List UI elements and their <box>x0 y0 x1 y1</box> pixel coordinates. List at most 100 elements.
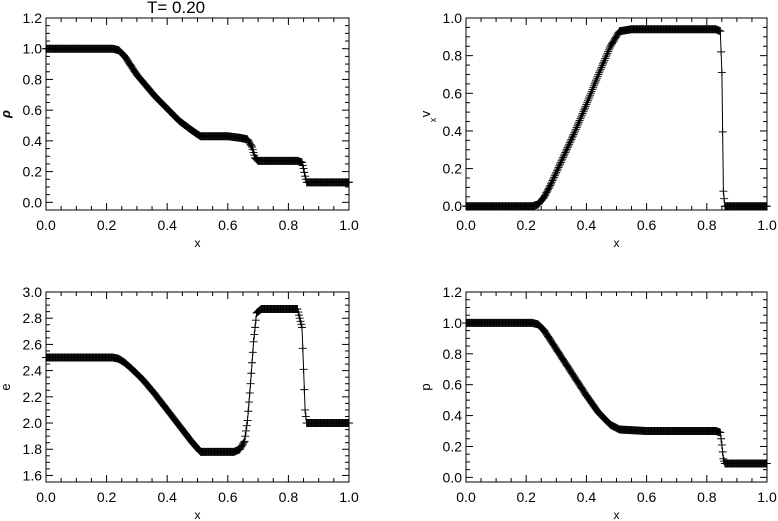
data-point <box>574 118 583 127</box>
y-tick-label: 0.4 <box>443 123 463 139</box>
x-axis-label: x <box>195 508 201 521</box>
y-tick-label: 0.6 <box>443 377 463 393</box>
data-point <box>558 155 567 164</box>
data-point <box>718 127 727 136</box>
data-point <box>597 63 606 72</box>
data-point <box>602 51 611 60</box>
plot-frame <box>45 291 350 483</box>
data-point <box>562 146 571 155</box>
data-point <box>298 344 307 353</box>
data-point <box>599 58 608 67</box>
data-point <box>553 166 562 175</box>
data-point <box>559 151 568 160</box>
x-tick-label: 0.0 <box>36 489 56 505</box>
y-tick-label: 2.0 <box>23 415 43 431</box>
data-point <box>592 74 601 83</box>
data-point <box>245 388 254 397</box>
data-point <box>555 161 564 170</box>
x-tick-label: 1.0 <box>757 217 777 233</box>
data-point <box>246 379 255 388</box>
data-point <box>301 412 310 421</box>
y-tick-label: 0.2 <box>443 438 463 454</box>
data-point <box>603 49 612 58</box>
data-point <box>578 109 587 118</box>
x-axis-label: x <box>195 236 201 250</box>
data-point <box>251 316 260 325</box>
data-point <box>244 407 253 416</box>
x-tick-label: 0.6 <box>218 489 238 505</box>
y-tick-label: 0.6 <box>443 85 463 101</box>
data-point <box>567 135 576 144</box>
y-tick-label: 0.8 <box>23 71 43 87</box>
x-tick-label: 0.8 <box>279 217 299 233</box>
y-tick-label: 0.8 <box>443 346 463 362</box>
data-point <box>564 142 573 150</box>
data-point <box>559 153 568 162</box>
data-point <box>587 87 596 96</box>
data-point <box>604 45 613 54</box>
y-tick-label: 0.0 <box>443 198 463 214</box>
data-point <box>601 54 610 63</box>
data-point <box>571 127 580 136</box>
x-tick-label: 1.0 <box>339 489 359 505</box>
data-point <box>720 194 729 203</box>
data-point <box>299 164 308 173</box>
y-axis-label: p <box>418 383 433 390</box>
y-tick-label: 0.4 <box>443 408 463 424</box>
x-tick-label: 0.0 <box>456 217 476 233</box>
y-tick-label: 0.4 <box>23 133 43 149</box>
x-tick-label: 1.0 <box>339 217 359 233</box>
x-tick-label: 0.6 <box>637 217 657 233</box>
data-point <box>250 330 259 339</box>
y-tick-label: 2.8 <box>23 310 43 326</box>
data-point <box>598 59 607 68</box>
y-tick-label: 0.6 <box>23 102 43 118</box>
x-tick-label: 1.0 <box>757 489 777 505</box>
data-point <box>548 176 557 185</box>
x-tick-label: 0.0 <box>456 489 476 505</box>
y-tick-label: 1.8 <box>23 441 43 457</box>
data-point <box>575 116 584 125</box>
x-tick-label: 0.2 <box>97 217 117 233</box>
data-point <box>242 421 251 430</box>
chart-panel-4: 0.0 0.2 0.4 0.6 0.8 1.0 0.0 0.2 0.4 0.6 0.8 1.0 1.2 x… <box>418 284 777 521</box>
data-point <box>563 143 572 152</box>
data-point <box>581 102 590 111</box>
data-point <box>716 27 725 36</box>
data-point <box>718 447 727 456</box>
x-tick-label: 0.2 <box>516 489 536 505</box>
series-line <box>46 308 349 453</box>
y-tick-label: 2.2 <box>23 389 43 405</box>
data-point <box>248 348 257 357</box>
data-point <box>594 70 603 79</box>
data-point <box>301 405 310 414</box>
y-axis-label: v <box>418 110 433 117</box>
data-point <box>719 187 728 196</box>
plot-frame <box>465 17 768 211</box>
data-point <box>549 174 558 183</box>
y-tick-label: 0.2 <box>443 161 463 177</box>
data-point <box>589 83 598 92</box>
x-axis-label: x <box>614 508 620 521</box>
x-tick-label: 0.8 <box>697 489 717 505</box>
chart-panel-3: 0.0 0.2 0.4 0.6 0.8 1.0 1.6 1.8 2.0 2.2 2.4 2.6 2.8 3… <box>0 284 359 521</box>
y-tick-label: 1.0 <box>443 10 463 26</box>
data-point <box>562 145 571 154</box>
x-tick-label: 0.6 <box>218 217 238 233</box>
data-point <box>586 91 595 100</box>
data-point <box>763 202 771 211</box>
y-axis-label: e <box>0 383 13 390</box>
data-point <box>561 148 570 157</box>
y-tick-label: 1.6 <box>23 467 43 483</box>
data-point <box>591 78 600 86</box>
data-point <box>300 385 309 394</box>
y-tick-label: 0.0 <box>23 194 43 210</box>
data-point <box>568 132 577 141</box>
data-point <box>300 168 309 177</box>
series-line <box>466 28 767 207</box>
data-point <box>717 68 726 77</box>
data-point <box>299 365 308 374</box>
data-point <box>577 112 586 121</box>
